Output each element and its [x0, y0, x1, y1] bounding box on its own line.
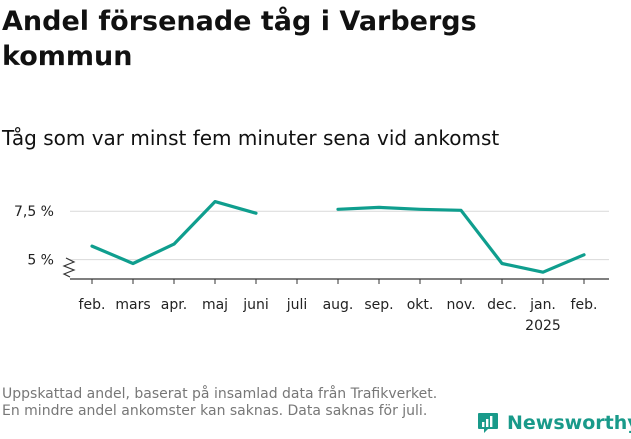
x-tick-marks: [91, 279, 585, 284]
chart-title: Andel försenade tåg i Varbergs kommun: [2, 6, 477, 72]
series-lines: [90, 200, 586, 274]
x-tick-label: feb.: [571, 297, 598, 313]
y-axis-break-icon: [62, 257, 76, 278]
brand-name: Newsworthy: [507, 412, 631, 434]
newsworthy-logo-icon: [478, 413, 498, 433]
x-tick-label: maj: [202, 297, 228, 313]
x-tick-sublabel: 2025: [525, 318, 561, 334]
x-tick-label: sep.: [364, 297, 393, 313]
x-tick-label: okt.: [407, 297, 434, 313]
x-tick-label: jan.: [529, 297, 556, 313]
y-tick-label: 5 %: [27, 253, 54, 269]
x-tick-label: juni: [242, 297, 269, 313]
x-tick-label: dec.: [487, 297, 517, 313]
series-line: [90, 200, 586, 274]
source-note: Uppskattad andel, baserat på insamlad da…: [2, 386, 438, 419]
x-tick-label: juli: [286, 297, 308, 313]
x-tick-labels: feb. mars apr. maj juni juli aug. sep. okt. nov. d…: [79, 297, 598, 334]
gridlines: [70, 210, 609, 261]
x-tick-label: apr.: [161, 297, 187, 313]
x-tick-label: aug.: [323, 297, 354, 313]
x-tick-label: feb.: [79, 297, 106, 313]
brand-logo: Newsworthy: [476, 408, 631, 438]
line-chart: 5 % 7,5 % feb. mars apr. maj juni juli aug. sep.…: [14, 200, 609, 334]
x-tick-label: mars: [115, 297, 150, 313]
y-tick-labels: 5 % 7,5 %: [14, 204, 54, 268]
chart-subtitle: Tåg som var minst fem minuter sena vid a…: [2, 126, 500, 150]
y-tick-label: 7,5 %: [14, 204, 54, 220]
x-tick-label: nov.: [446, 297, 475, 313]
